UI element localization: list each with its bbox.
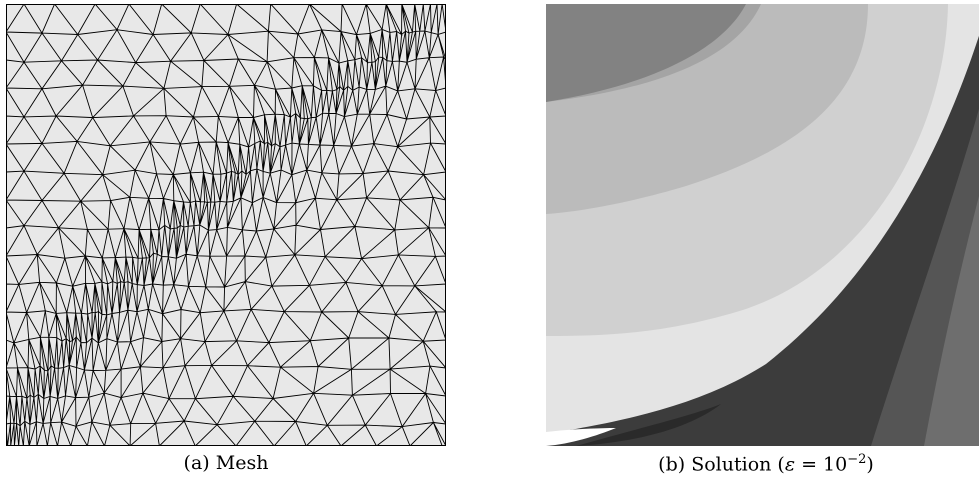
- caption-solution: (b) Solution (ε = 10−2): [658, 452, 874, 476]
- caption-solution-text: Solution: [691, 453, 772, 476]
- caption-epsilon: ε: [784, 453, 796, 476]
- mesh-background: [6, 4, 446, 446]
- band-top-dark: [546, 4, 746, 102]
- caption-exponent: −2: [847, 452, 867, 467]
- mesh-triangles: [6, 4, 446, 446]
- caption-solution-label: (b): [658, 453, 686, 476]
- caption-mesh-text: Mesh: [215, 452, 269, 474]
- mesh-figure: [6, 4, 446, 446]
- caption-eq: = 10: [795, 453, 848, 476]
- mesh-edges: [6, 4, 446, 446]
- caption-mesh-label: (a): [183, 452, 210, 474]
- mesh-plot: [6, 4, 446, 446]
- mesh-border: [6, 4, 446, 446]
- solution-figure: [546, 4, 979, 446]
- caption-mesh: (a) Mesh: [6, 452, 446, 474]
- solution-contour-plot: [546, 4, 979, 446]
- band-lower-white-wedge: [546, 428, 616, 446]
